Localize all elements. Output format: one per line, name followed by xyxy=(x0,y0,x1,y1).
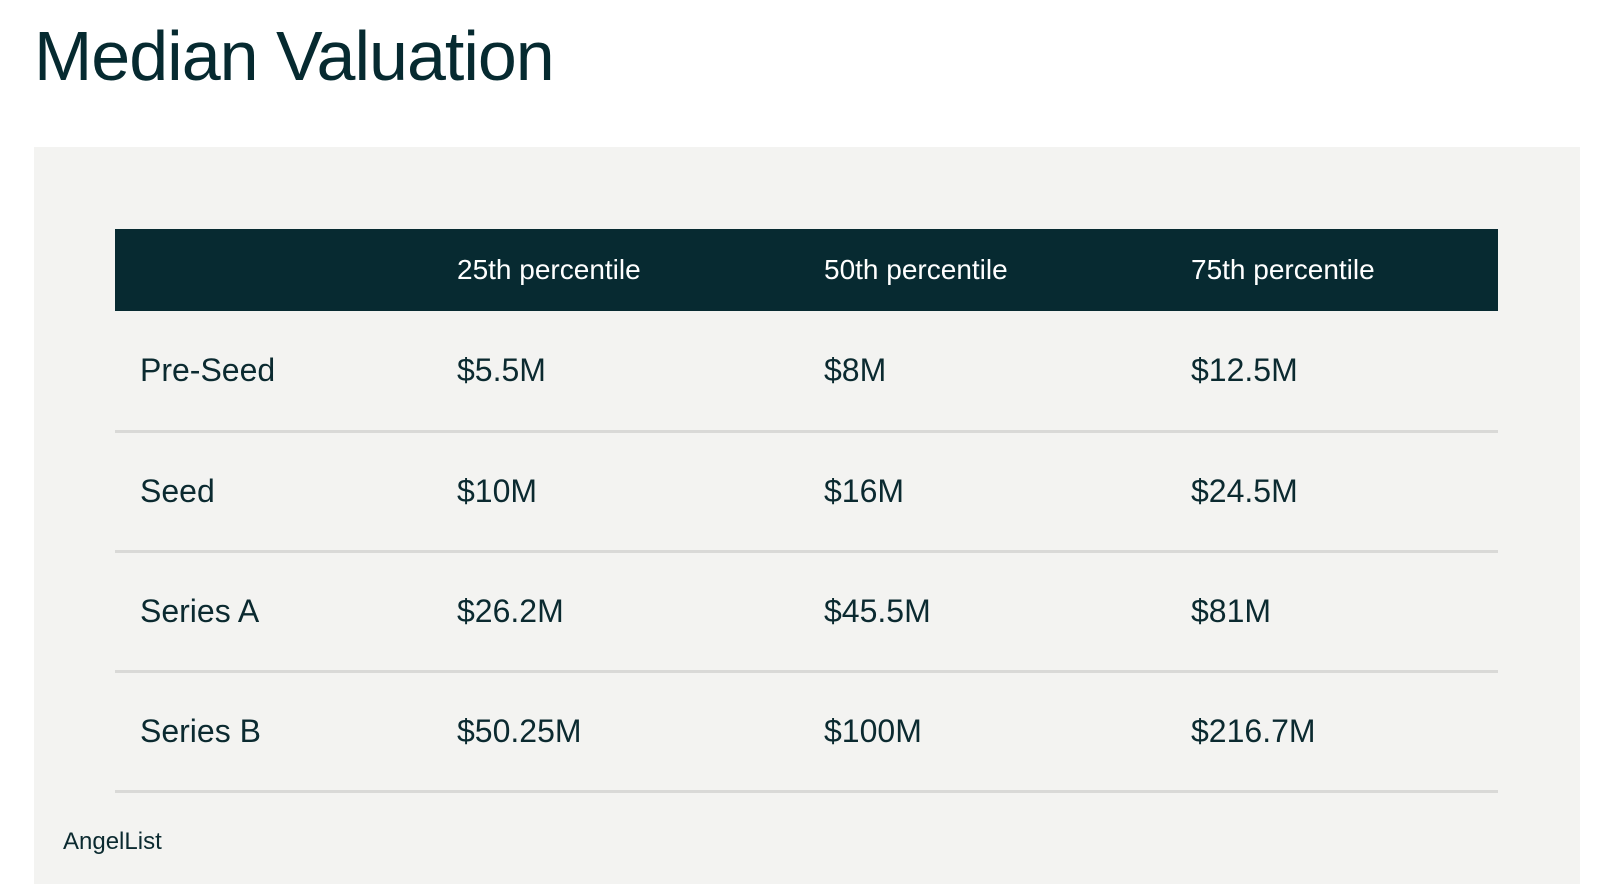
header-cell-25th: 25th percentile xyxy=(457,254,641,285)
row-label: Seed xyxy=(140,472,215,509)
cell-75th: $24.5M xyxy=(1191,472,1298,509)
table-row: Series A $26.2M $45.5M $81M xyxy=(115,551,1498,671)
valuation-table: 25th percentile 50th percentile 75th per… xyxy=(115,229,1498,793)
cell-50th: $100M xyxy=(824,712,922,749)
table-row: Seed $10M $16M $24.5M xyxy=(115,431,1498,551)
row-label: Series B xyxy=(140,712,261,749)
header-cell-stage xyxy=(115,229,457,311)
page-title: Median Valuation xyxy=(34,17,555,95)
row-label: Pre-Seed xyxy=(140,351,276,388)
cell-50th: $16M xyxy=(824,472,905,509)
cell-25th: $50.25M xyxy=(457,712,582,749)
source-label: AngelList xyxy=(63,828,162,855)
table-row: Pre-Seed $5.5M $8M $12.5M xyxy=(115,311,1498,431)
table-panel: 25th percentile 50th percentile 75th per… xyxy=(34,147,1580,884)
header-cell-75th: 75th percentile xyxy=(1191,254,1375,285)
table-row: Series B $50.25M $100M $216.7M xyxy=(115,671,1498,791)
row-label: Series A xyxy=(140,592,260,629)
header-cell-50th: 50th percentile xyxy=(824,254,1008,285)
cell-50th: $45.5M xyxy=(824,592,931,629)
cell-75th: $81M xyxy=(1191,592,1272,629)
cell-25th: $5.5M xyxy=(457,351,546,388)
cell-25th: $10M xyxy=(457,472,538,509)
table-header-row: 25th percentile 50th percentile 75th per… xyxy=(115,229,1498,311)
cell-75th: $12.5M xyxy=(1191,351,1298,388)
cell-50th: $8M xyxy=(824,351,887,388)
cell-75th: $216.7M xyxy=(1191,712,1316,749)
cell-25th: $26.2M xyxy=(457,592,564,629)
